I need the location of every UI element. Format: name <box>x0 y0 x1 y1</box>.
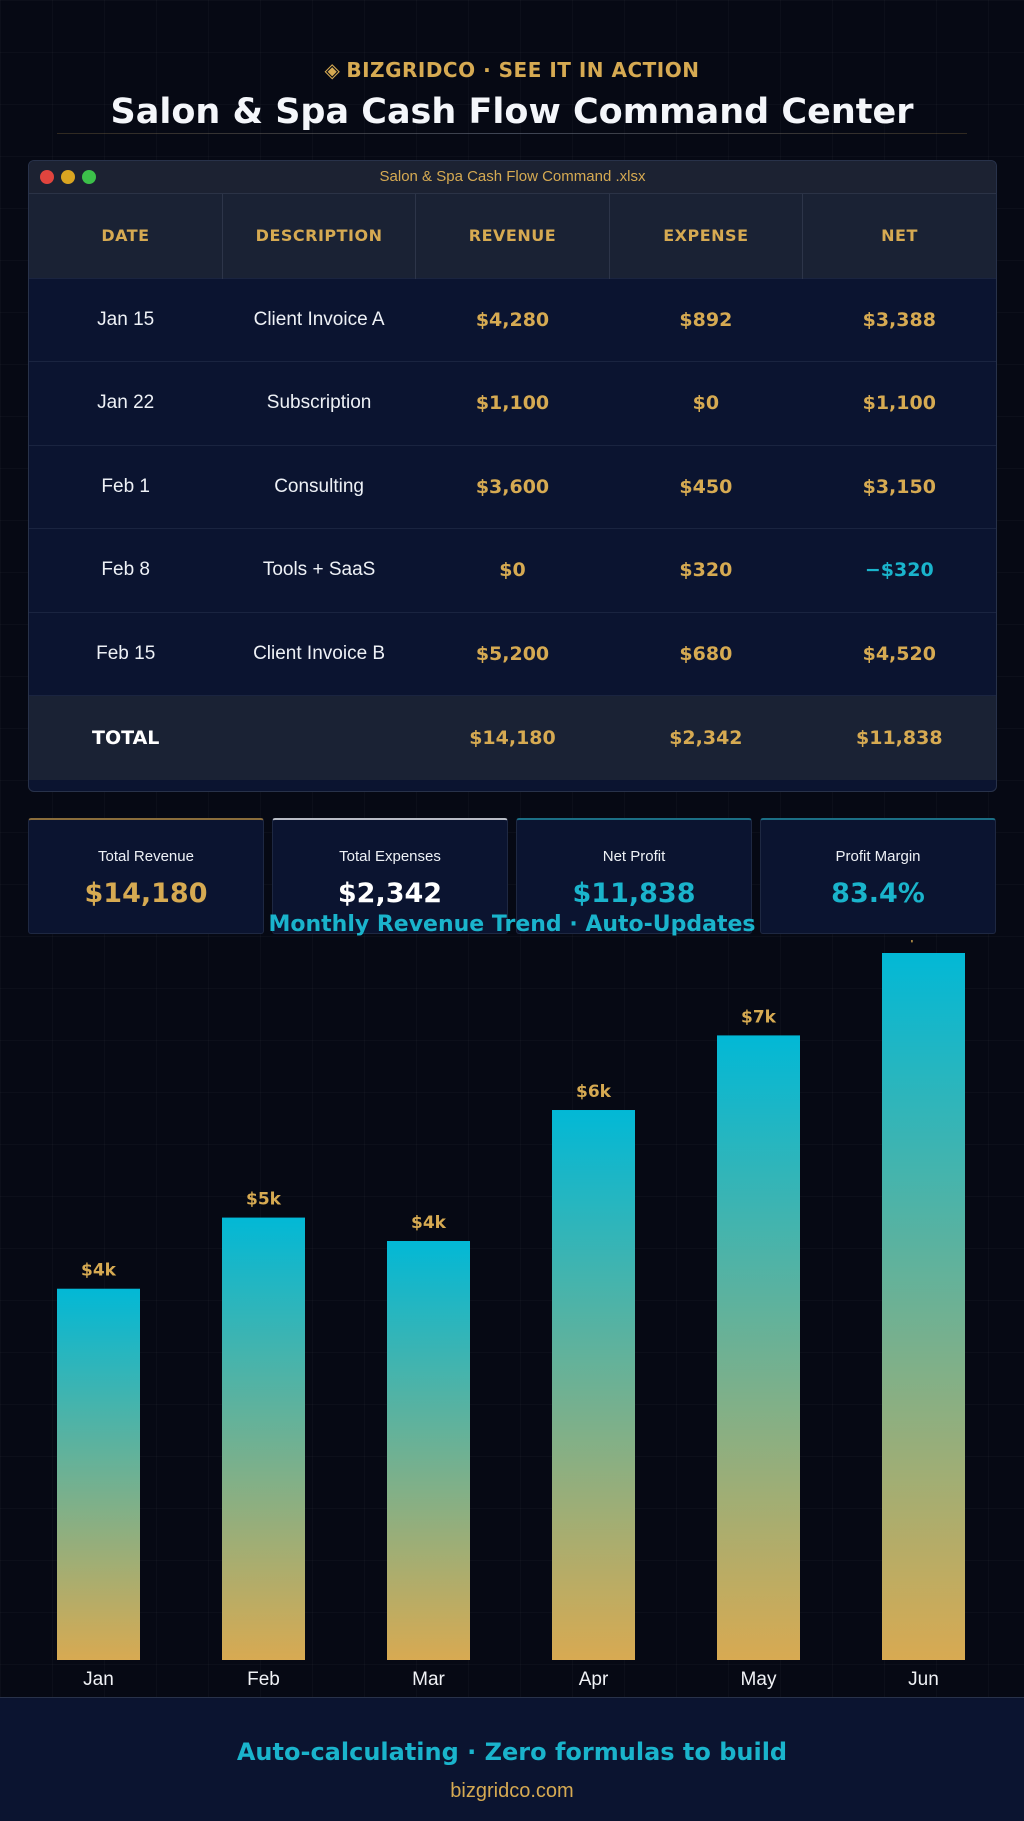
table-row: Feb 1 Consulting $3,600 $450 $3,150 <box>29 445 996 529</box>
close-window-button[interactable] <box>40 170 54 184</box>
x-tick-label: May <box>741 1669 777 1690</box>
x-tick-label: Mar <box>412 1669 445 1690</box>
cell-net[interactable]: $4,520 <box>862 642 936 665</box>
x-tick-label: Jun <box>908 1669 939 1690</box>
total-label: TOTAL <box>91 726 160 749</box>
cell-revenue[interactable]: $5,200 <box>475 642 550 665</box>
table-row: Feb 15 Client Invoice B $5,200 $680 $4,5… <box>29 612 996 696</box>
bar-value-label: $4k <box>81 1261 117 1281</box>
header: ◈ BIZGRIDCO · SEE IT IN ACTION Salon & Sp… <box>0 0 1024 140</box>
total-revenue[interactable]: $14,180 <box>469 726 556 749</box>
cell-date[interactable]: Jan 22 <box>97 392 155 414</box>
cash-flow-table: DATE DESCRIPTION REVENUE EXPENSE NET Jan… <box>29 194 996 780</box>
total-expense[interactable]: $2,342 <box>669 726 743 749</box>
cell-empty[interactable] <box>222 696 415 780</box>
column-header-net[interactable]: NET <box>881 226 918 246</box>
kpi-label: Net Profit <box>602 848 666 865</box>
chart-bars: $4k Jan $5k Feb $4k Mar $6k Apr $7k May $8k Jun <box>57 940 965 1690</box>
chart-title: Monthly Revenue Trend · Auto-Updates <box>268 912 756 937</box>
x-tick-label: Jan <box>83 1669 114 1690</box>
cell-revenue[interactable]: $4,280 <box>475 308 550 331</box>
cell-description[interactable]: Client Invoice A <box>253 308 385 330</box>
column-header-description[interactable]: DESCRIPTION <box>222 194 417 278</box>
window-filename: Salon & Spa Cash Flow Command .xlsx <box>379 168 646 185</box>
kpi-row: Total Revenue $14,180 Total Expenses $2,… <box>28 818 996 934</box>
kpi-value: $2,342 <box>337 878 443 909</box>
x-tick-label: Apr <box>579 1669 609 1690</box>
page-title: Salon & Spa Cash Flow Command Center <box>110 92 914 132</box>
cell-description[interactable]: Subscription <box>266 392 372 414</box>
x-tick-label: Feb <box>247 1669 280 1690</box>
cell-expense[interactable]: $892 <box>679 308 733 331</box>
column-header-expense[interactable]: EXPENSE <box>609 194 804 278</box>
bar-jun[interactable] <box>882 953 965 1660</box>
cell-expense[interactable]: $320 <box>679 559 733 582</box>
cell-description[interactable]: Consulting <box>274 475 364 497</box>
bar-feb[interactable] <box>222 1217 305 1660</box>
bar-mar[interactable] <box>387 1241 470 1660</box>
column-header-date[interactable]: DATE <box>29 194 223 278</box>
cell-date[interactable]: Feb 15 <box>96 642 156 664</box>
kpi-label: Total Revenue <box>98 848 194 865</box>
cell-net[interactable]: $3,388 <box>862 308 936 331</box>
kpi-label: Total Expenses <box>339 848 441 865</box>
cell-net-negative[interactable]: −$320 <box>864 559 934 582</box>
kpi-card-net-profit: Net Profit $11,838 <box>516 818 752 934</box>
kicker-text: BIZGRIDCO · SEE IT IN ACTION <box>346 58 700 82</box>
cell-net[interactable]: $1,100 <box>862 392 936 415</box>
bar-value-label: $7k <box>741 1007 777 1027</box>
kpi-value: 83.4% <box>831 878 925 909</box>
cell-expense[interactable]: $0 <box>692 392 720 415</box>
footer-link[interactable]: bizgridco.com <box>450 1780 574 1802</box>
cell-revenue[interactable]: $3,600 <box>475 475 550 498</box>
kpi-card-total-expenses: Total Expenses $2,342 <box>272 818 508 934</box>
cell-revenue[interactable]: $1,100 <box>475 392 550 415</box>
bar-may[interactable] <box>717 1035 800 1660</box>
bar-value-label: $5k <box>246 1190 282 1210</box>
bar-value-label: $4k <box>411 1213 447 1233</box>
cell-date[interactable]: Feb 8 <box>101 559 150 581</box>
kpi-card-total-revenue: Total Revenue $14,180 <box>28 818 264 934</box>
column-header-revenue[interactable]: REVENUE <box>415 194 610 278</box>
cell-expense[interactable]: $680 <box>679 642 733 665</box>
kpi-card-profit-margin: Profit Margin 83.4% <box>760 818 996 934</box>
cell-revenue[interactable]: $0 <box>499 559 526 582</box>
minimize-window-button[interactable] <box>61 170 75 184</box>
cell-description[interactable]: Client Invoice B <box>253 642 386 664</box>
title-divider <box>57 133 967 134</box>
bar-value-label: $6k <box>576 1082 612 1102</box>
table-row: Jan 15 Client Invoice A $4,280 $892 $3,3… <box>29 278 996 362</box>
brand-kicker: ◈ BIZGRIDCO · SEE IT IN ACTION <box>0 58 1024 82</box>
diamond-icon: ◈ <box>324 58 341 82</box>
kpi-value: $11,838 <box>572 878 696 909</box>
footer-tagline: Auto-calculating · Zero formulas to buil… <box>236 1738 788 1766</box>
cell-expense[interactable]: $450 <box>679 475 733 498</box>
cell-date[interactable]: Jan 15 <box>97 308 155 330</box>
bar-apr[interactable] <box>552 1110 635 1660</box>
cell-date[interactable]: Feb 1 <box>101 475 150 497</box>
window-titlebar: Salon & Spa Cash Flow Command .xlsx <box>29 161 996 194</box>
table-row: Feb 8 Tools + SaaS $0 $320 −$320 <box>29 528 996 613</box>
maximize-window-button[interactable] <box>82 170 96 184</box>
cell-description[interactable]: Tools + SaaS <box>262 559 376 581</box>
kpi-value: $14,180 <box>84 878 208 909</box>
kpi-label: Profit Margin <box>835 848 921 865</box>
revenue-bar-chart: $4k Jan $5k Feb $4k Mar $6k Apr $7k May $8k Jun <box>57 940 965 1690</box>
bar-value-label: $8k <box>906 940 942 945</box>
table-header-row: DATE DESCRIPTION REVENUE EXPENSE NET <box>29 194 996 278</box>
total-net[interactable]: $11,838 <box>856 726 943 749</box>
footer: Auto-calculating · Zero formulas to buil… <box>0 1697 1024 1821</box>
total-row: TOTAL $14,180 $2,342 $11,838 <box>29 695 996 780</box>
bar-jan[interactable] <box>57 1288 140 1660</box>
cell-net[interactable]: $3,150 <box>862 475 936 498</box>
table-row: Jan 22 Subscription $1,100 $0 $1,100 <box>29 361 996 446</box>
spreadsheet-window: Salon & Spa Cash Flow Command .xlsx DATE… <box>28 160 997 792</box>
